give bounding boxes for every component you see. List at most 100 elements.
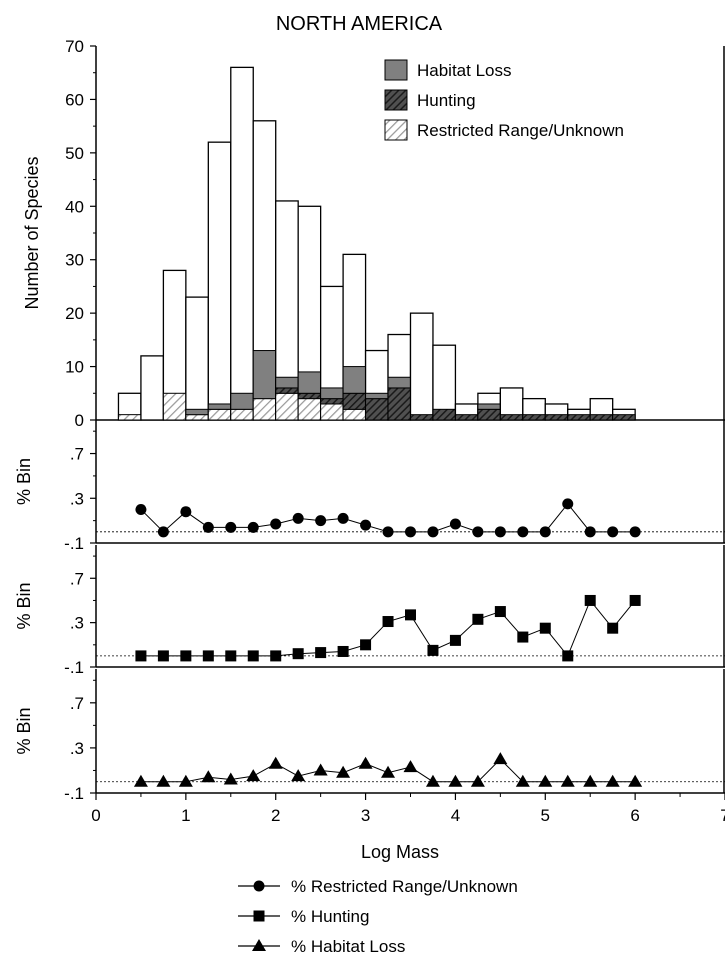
percent-point-square xyxy=(180,650,192,662)
percent-point-square xyxy=(472,613,484,625)
percent-point-triangle xyxy=(178,774,193,787)
percent-point-triangle xyxy=(470,774,485,787)
histogram-y-tick-label: 20 xyxy=(65,304,84,323)
percent-legend-label: % Habitat Loss xyxy=(291,937,405,956)
histogram-y-tick-label: 60 xyxy=(65,90,84,109)
percent-point-square xyxy=(427,644,439,656)
histogram-bar-restricted-range-unknown xyxy=(230,408,254,421)
histogram-bar-restricted-range-unknown xyxy=(342,408,367,421)
histogram-bar-restricted-range-unknown xyxy=(297,398,322,421)
percent-point-triangle xyxy=(560,774,575,787)
percent-point-square xyxy=(202,650,214,662)
percent-point-triangle xyxy=(291,769,306,782)
percent-point-triangle xyxy=(403,760,418,773)
percent-y-tick-label: .7 xyxy=(70,569,84,588)
percent-legend: % Restricted Range/Unknown % Hunting % Hab… xyxy=(238,877,518,956)
percent-y-tick-label: -.1 xyxy=(64,658,84,677)
percent-point-triangle xyxy=(515,774,530,787)
histogram-y-tick-label: 50 xyxy=(65,144,84,163)
histogram-bar-total xyxy=(409,312,434,421)
histogram-bar-habitat-loss xyxy=(297,371,322,394)
percent-point-triangle xyxy=(538,774,553,787)
histogram-y-tick-label: 70 xyxy=(65,37,84,56)
percent-legend-marker-square xyxy=(253,910,265,922)
percent-point-circle xyxy=(292,512,304,524)
histogram-bar-habitat-loss xyxy=(185,408,209,416)
percent-point-square xyxy=(405,609,416,621)
histogram-bar-hunting xyxy=(275,387,299,394)
x-tick-label: 1 xyxy=(181,806,190,825)
percent-point-circle xyxy=(449,518,461,530)
percent-point-square xyxy=(292,648,304,660)
histogram-bar-restricted-range-unknown xyxy=(117,414,142,421)
histogram-bar-restricted-range-unknown xyxy=(320,403,344,421)
histogram-bar-restricted-range-unknown xyxy=(162,392,187,421)
histogram-bar-hunting xyxy=(365,398,389,421)
percent-point-circle xyxy=(562,498,574,510)
percent-point-triangle xyxy=(156,774,171,787)
percent-y-tick-label: .3 xyxy=(70,739,84,758)
histogram-bar-hunting xyxy=(589,414,614,421)
percent-y-tick-label: -.1 xyxy=(64,534,84,553)
histogram-y-tick-label: 30 xyxy=(65,251,84,270)
histogram-bar-hunting xyxy=(612,414,636,421)
percent-point-square xyxy=(517,631,529,643)
histogram-bar-hunting xyxy=(522,414,546,421)
percent-point-circle xyxy=(180,506,192,518)
x-tick-label: 2 xyxy=(271,806,280,825)
histogram-bar-restricted-range-unknown xyxy=(275,392,299,421)
histogram-legend-label: Habitat Loss xyxy=(417,61,512,80)
histogram-y-axis-label: Number of Species xyxy=(22,156,42,309)
histogram-bar-habitat-loss xyxy=(230,392,254,410)
histogram-bar-habitat-loss xyxy=(275,376,299,389)
histogram-bar-habitat-loss xyxy=(207,403,232,410)
percent-series-line xyxy=(140,599,636,657)
percent-point-circle xyxy=(247,521,259,533)
percent-point-triangle xyxy=(425,774,440,787)
histogram-bar-hunting xyxy=(320,398,344,405)
percent-legend-label: % Restricted Range/Unknown xyxy=(291,877,518,896)
percent-point-square xyxy=(629,594,641,606)
percent-y-axis-label: % Bin xyxy=(14,458,34,505)
histogram-bar-hunting xyxy=(477,408,501,421)
histogram-bar-hunting xyxy=(567,414,591,421)
histogram-bar-hunting xyxy=(410,414,434,421)
histogram-bar-habitat-loss xyxy=(477,403,501,410)
percent-panel-square: -.1 .3 .7 % Bin xyxy=(14,545,725,677)
histogram-bar-habitat-loss xyxy=(252,350,277,400)
histogram-bar-habitat-loss xyxy=(387,376,411,389)
percent-point-square xyxy=(135,650,147,662)
percent-point-square xyxy=(449,634,461,646)
percent-point-triangle xyxy=(448,774,463,787)
percent-y-tick-label: .3 xyxy=(70,614,84,633)
percent-point-triangle xyxy=(336,765,351,778)
histogram-bar-restricted-range-unknown xyxy=(185,414,209,421)
percent-point-triangle xyxy=(605,774,620,787)
x-tick-label: 6 xyxy=(630,806,639,825)
histogram-y-tick-label: 10 xyxy=(65,358,84,377)
percent-y-tick-label: .7 xyxy=(70,445,84,464)
percent-point-circle xyxy=(584,526,596,538)
histogram-bar-hunting xyxy=(432,408,456,421)
histogram-bar-total xyxy=(432,344,457,421)
histogram-bar-total xyxy=(140,355,165,421)
percent-point-circle xyxy=(157,526,169,538)
x-tick-label: 4 xyxy=(451,806,460,825)
percent-point-square xyxy=(360,639,372,651)
percent-point-square xyxy=(539,622,551,634)
percent-point-square xyxy=(494,606,506,618)
percent-point-triangle xyxy=(358,756,373,769)
percent-point-circle xyxy=(539,526,551,538)
histogram-bar-habitat-loss xyxy=(320,387,344,400)
percent-point-circle xyxy=(202,521,214,533)
percent-y-axis-label: % Bin xyxy=(14,582,34,629)
percent-y-axis-label: % Bin xyxy=(14,707,34,754)
percent-point-square xyxy=(337,645,349,657)
histogram-bar-hunting xyxy=(499,414,524,421)
histogram-bar-hunting xyxy=(342,392,367,410)
histogram-legend-swatch xyxy=(384,119,408,141)
percent-point-square xyxy=(225,650,237,662)
percent-legend-label: % Hunting xyxy=(291,907,369,926)
x-tick-label: 3 xyxy=(361,806,370,825)
